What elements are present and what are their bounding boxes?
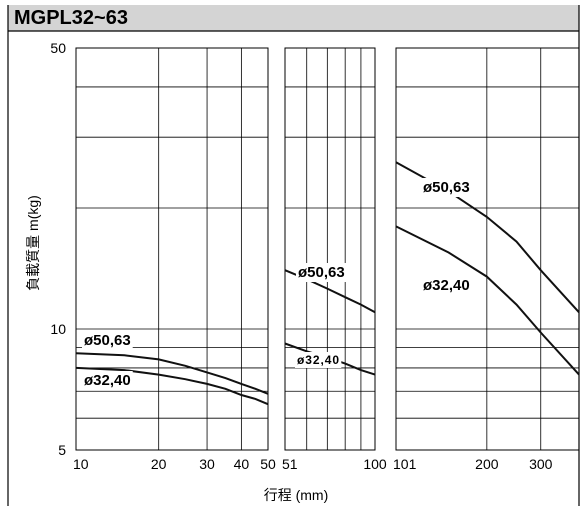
panel-2-border — [284, 47, 376, 451]
x-tick-label: 100 — [363, 456, 387, 472]
series-label: ø32,40 — [84, 372, 131, 389]
title-band — [8, 5, 579, 31]
series-label: ø32,40 — [423, 277, 470, 294]
x-tick-label: 300 — [529, 456, 553, 472]
frame — [7, 5, 580, 506]
series-line-phi32-40 — [75, 366, 269, 406]
x-tick-label: 20 — [151, 456, 167, 472]
y-axis-label: 負載質量 m(kg) — [25, 195, 41, 291]
series-label: ø50,63 — [423, 179, 470, 196]
x-tick-label: 101 — [393, 456, 417, 472]
chart-title: MGPL32~63 — [14, 7, 128, 29]
series-label-bg — [82, 331, 133, 350]
grid — [75, 47, 580, 451]
series-line-phi32-40 — [395, 225, 580, 376]
y-tick-label: 50 — [50, 40, 66, 56]
x-tick-label: 40 — [234, 456, 250, 472]
y-tick-label: 5 — [58, 442, 66, 458]
panel-3-border — [395, 47, 580, 451]
series-label-bg — [421, 178, 472, 197]
x-axis-label: 行程 (mm) — [264, 487, 329, 503]
x-tick-label: 200 — [475, 456, 499, 472]
series-label-bg — [296, 263, 347, 282]
x-tick-label: 50 — [260, 456, 276, 472]
series-label: ø32,40 — [297, 353, 339, 367]
series-label-bg — [421, 276, 472, 295]
x-tick-label: 30 — [199, 456, 215, 472]
series-line-phi50-63 — [75, 352, 269, 395]
labels: 50 10 5 10 20 30 40 50 51 100 101 200 300 ø50,63 ø32,4… — [50, 40, 552, 472]
x-tick-label: 10 — [73, 456, 89, 472]
x-tick-label: 51 — [282, 456, 298, 472]
y-tick-label: 10 — [50, 321, 66, 337]
series-label: ø50,63 — [84, 332, 131, 349]
series-label: ø50,63 — [298, 264, 345, 281]
series-label-bg — [82, 371, 133, 390]
series-label-bg — [295, 352, 342, 368]
